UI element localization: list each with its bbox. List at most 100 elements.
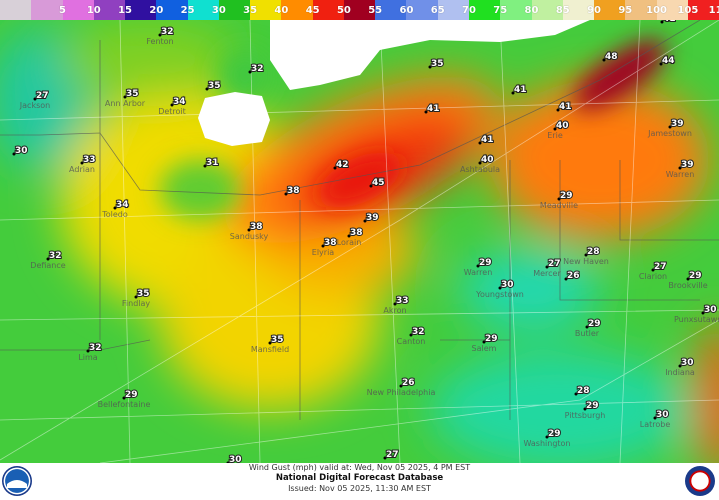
forecast-point: 27 bbox=[384, 450, 399, 460]
city-label: Brookville bbox=[668, 281, 707, 290]
legend-label: 85 bbox=[556, 5, 570, 16]
database-title: National Digital Forecast Database bbox=[0, 473, 719, 484]
city-label: Akron bbox=[383, 306, 406, 315]
gust-value: 29 bbox=[560, 191, 573, 201]
legend-label: 10 bbox=[87, 5, 101, 16]
legend-label: 105 bbox=[677, 5, 698, 16]
city-label: Butler bbox=[575, 329, 600, 338]
gust-value: 29 bbox=[689, 271, 702, 281]
city-label: Salem bbox=[472, 344, 497, 353]
legend-label: 50 bbox=[337, 5, 351, 16]
gust-value: 41 bbox=[427, 104, 440, 114]
city-label: Detroit bbox=[158, 107, 186, 116]
forecast-point: 35 bbox=[206, 81, 221, 91]
legend-label: 25 bbox=[181, 5, 195, 16]
city-label: Findlay bbox=[122, 299, 151, 308]
gust-value: 32 bbox=[161, 27, 174, 37]
legend-label: 40 bbox=[274, 5, 288, 16]
city-label: Ashtabula bbox=[460, 165, 500, 174]
city-label: Elyria bbox=[312, 248, 335, 257]
city-label: Canton bbox=[397, 337, 426, 346]
gust-value: 39 bbox=[681, 160, 694, 170]
gust-value: 35 bbox=[431, 59, 444, 69]
gust-value: 35 bbox=[271, 335, 284, 345]
gust-value: 30 bbox=[15, 146, 28, 156]
gust-value: 29 bbox=[125, 390, 138, 400]
city-label: Mercer bbox=[533, 269, 561, 278]
city-label: Pittsburgh bbox=[565, 411, 606, 420]
city-label: Ann Arbor bbox=[105, 99, 146, 108]
city-label: Sandusky bbox=[230, 232, 269, 241]
legend-label: 95 bbox=[618, 5, 632, 16]
forecast-point: 30 bbox=[13, 146, 28, 156]
forecast-point: 42 bbox=[334, 160, 349, 170]
forecast-point: 38 bbox=[285, 186, 300, 196]
gust-value: 29 bbox=[588, 319, 601, 329]
gust-value: 31 bbox=[206, 158, 219, 168]
city-label: New Haven bbox=[563, 257, 609, 266]
city-label: Latrobe bbox=[640, 420, 671, 429]
lake-st-clair bbox=[198, 92, 270, 146]
gust-value: 40 bbox=[556, 121, 569, 131]
forecast-point: 26 bbox=[565, 271, 580, 281]
gust-value: 35 bbox=[137, 289, 150, 299]
gust-value: 39 bbox=[671, 119, 684, 129]
gust-value: 26 bbox=[567, 271, 580, 281]
gust-value: 38 bbox=[250, 222, 263, 232]
legend-label: 55 bbox=[368, 5, 382, 16]
legend-label: 60 bbox=[399, 5, 413, 16]
gust-value: 27 bbox=[36, 91, 49, 101]
gust-value: 41 bbox=[663, 20, 676, 24]
gust-value: 45 bbox=[372, 178, 385, 188]
city-label: Youngstown bbox=[475, 290, 524, 299]
gust-value: 40 bbox=[481, 155, 494, 165]
city-label: Jackson bbox=[19, 101, 50, 110]
gust-value: 30 bbox=[681, 358, 694, 368]
city-label: Clarion bbox=[639, 272, 667, 281]
forecast-point: 41 bbox=[512, 85, 527, 95]
gust-value: 30 bbox=[656, 410, 669, 420]
city-label: Warren bbox=[464, 268, 493, 277]
legend-label: 45 bbox=[306, 5, 320, 16]
city-label: Adrian bbox=[69, 165, 95, 174]
city-label: Defiance bbox=[30, 261, 65, 270]
city-label: Lorain bbox=[337, 238, 362, 247]
forecast-point: 30 bbox=[227, 455, 242, 463]
legend-swatch: 5 bbox=[31, 0, 62, 20]
city-label: Indiana bbox=[665, 368, 695, 377]
forecast-point: 39 bbox=[364, 213, 379, 223]
gust-value: 38 bbox=[324, 238, 337, 248]
legend-label: 35 bbox=[243, 5, 257, 16]
legend-label: 70 bbox=[462, 5, 476, 16]
nws-logo bbox=[685, 466, 715, 496]
city-label: Warren bbox=[666, 170, 695, 179]
gust-value: 42 bbox=[336, 160, 349, 170]
gust-value: 38 bbox=[287, 186, 300, 196]
gust-value: 34 bbox=[173, 97, 186, 107]
legend-label: 100 bbox=[646, 5, 667, 16]
gust-value: 28 bbox=[577, 386, 590, 396]
gust-value: 27 bbox=[548, 259, 561, 269]
city-label: Lima bbox=[78, 353, 97, 362]
gust-value: 29 bbox=[586, 401, 599, 411]
city-label: Meadville bbox=[540, 201, 578, 210]
gust-value: 35 bbox=[208, 81, 221, 91]
legend-label: 15 bbox=[118, 5, 132, 16]
gust-value: 33 bbox=[83, 155, 96, 165]
forecast-point: 41 bbox=[425, 104, 440, 114]
legend-swatch bbox=[0, 0, 31, 20]
gust-value: 29 bbox=[548, 429, 561, 439]
gust-value: 27 bbox=[654, 262, 667, 272]
gust-value: 26 bbox=[402, 378, 415, 388]
gust-value: 39 bbox=[366, 213, 379, 223]
city-label: Jamestown bbox=[647, 129, 692, 138]
legend-label: 20 bbox=[149, 5, 163, 16]
legend-label: 5 bbox=[59, 5, 66, 16]
gust-value: 30 bbox=[501, 280, 514, 290]
valid-time: Wind Gust (mph) valid at: Wed, Nov 05 20… bbox=[0, 463, 719, 473]
forecast-point: 48 bbox=[603, 52, 618, 62]
legend-label: 80 bbox=[525, 5, 539, 16]
city-label: Erie bbox=[547, 131, 563, 140]
gust-value: 32 bbox=[412, 327, 425, 337]
